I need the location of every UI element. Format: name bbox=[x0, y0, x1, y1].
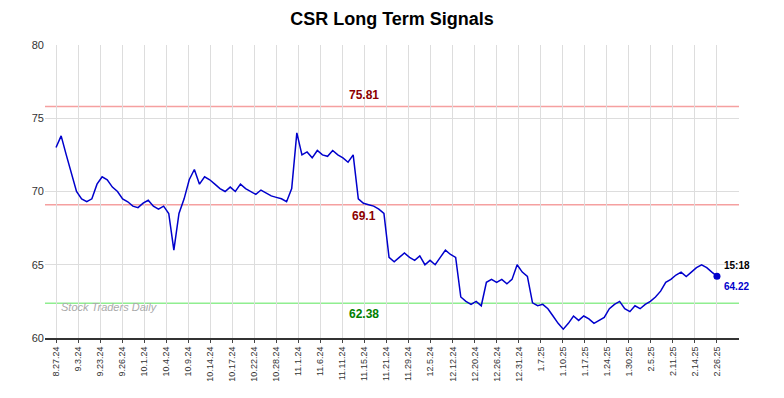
svg-text:CSR Long Term Signals: CSR Long Term Signals bbox=[290, 9, 494, 29]
svg-text:1.30.25: 1.30.25 bbox=[624, 347, 634, 377]
svg-text:64.22: 64.22 bbox=[724, 281, 749, 292]
svg-text:2.14.25: 2.14.25 bbox=[690, 347, 700, 377]
svg-text:12.20.24: 12.20.24 bbox=[470, 347, 480, 382]
svg-text:11.6.24: 11.6.24 bbox=[315, 347, 325, 376]
svg-text:75.81: 75.81 bbox=[349, 88, 379, 102]
svg-text:Stock Traders Daily: Stock Traders Daily bbox=[61, 301, 158, 313]
svg-text:10.14.24: 10.14.24 bbox=[205, 347, 215, 382]
svg-text:1.24.25: 1.24.25 bbox=[602, 347, 612, 377]
svg-text:11.15.24: 11.15.24 bbox=[359, 347, 369, 381]
svg-text:10.9.24: 10.9.24 bbox=[183, 347, 193, 377]
svg-text:10.1.24: 10.1.24 bbox=[139, 347, 149, 377]
svg-text:2.5.25: 2.5.25 bbox=[646, 347, 656, 372]
svg-text:9.26.24: 9.26.24 bbox=[117, 347, 127, 377]
svg-text:10.28.24: 10.28.24 bbox=[271, 347, 281, 382]
svg-text:2.26.25: 2.26.25 bbox=[712, 347, 722, 377]
svg-text:12.5.24: 12.5.24 bbox=[425, 347, 435, 377]
svg-text:75: 75 bbox=[32, 112, 44, 124]
svg-text:11.21.24: 11.21.24 bbox=[381, 347, 391, 381]
svg-text:1.10.25: 1.10.25 bbox=[558, 347, 568, 377]
svg-text:65: 65 bbox=[32, 259, 44, 271]
svg-text:2.11.25: 2.11.25 bbox=[668, 347, 678, 376]
svg-text:1.7.25: 1.7.25 bbox=[536, 347, 546, 372]
svg-text:60: 60 bbox=[32, 332, 44, 344]
svg-text:62.38: 62.38 bbox=[349, 307, 379, 321]
svg-text:10.17.24: 10.17.24 bbox=[227, 347, 237, 382]
svg-text:10.4.24: 10.4.24 bbox=[161, 347, 171, 377]
svg-text:12.26.24: 12.26.24 bbox=[492, 347, 502, 382]
svg-text:80: 80 bbox=[32, 39, 44, 51]
svg-text:9.3.24: 9.3.24 bbox=[73, 347, 83, 372]
svg-text:9.23.24: 9.23.24 bbox=[95, 347, 105, 377]
svg-text:8.27.24: 8.27.24 bbox=[51, 347, 61, 377]
svg-text:70: 70 bbox=[32, 185, 44, 197]
svg-text:15:18: 15:18 bbox=[724, 260, 750, 271]
svg-text:10.22.24: 10.22.24 bbox=[249, 347, 259, 382]
svg-text:12.12.24: 12.12.24 bbox=[448, 347, 458, 382]
svg-text:69.1: 69.1 bbox=[352, 209, 376, 223]
svg-text:11.29.24: 11.29.24 bbox=[403, 347, 413, 381]
svg-text:11.1.24: 11.1.24 bbox=[293, 347, 303, 376]
svg-text:1.17.25: 1.17.25 bbox=[580, 347, 590, 377]
svg-text:12.31.24: 12.31.24 bbox=[514, 347, 524, 382]
svg-text:11.11.24: 11.11.24 bbox=[337, 347, 347, 381]
